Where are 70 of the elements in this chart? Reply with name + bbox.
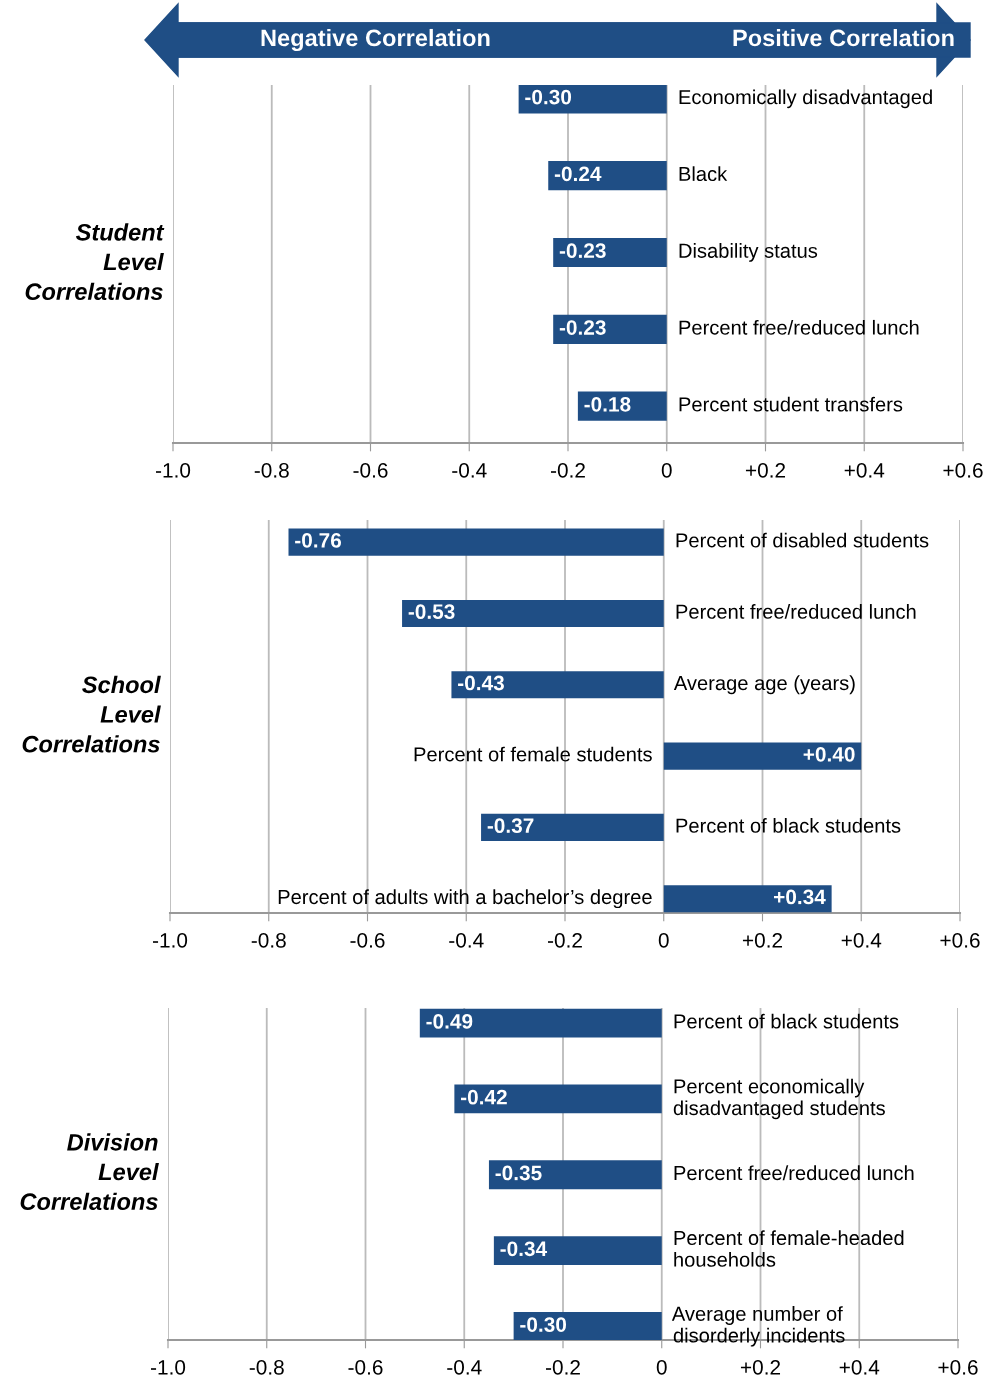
bar	[402, 599, 664, 627]
x-tick-label: -0.8	[249, 1359, 284, 1375]
x-tick-label: -0.6	[348, 1359, 383, 1375]
data-label: -0.18	[584, 396, 631, 412]
category-label: Average number of disorderly incidents	[671, 1306, 845, 1347]
category-label: Percent of female students	[414, 746, 652, 762]
x-tick-label: +0.6	[943, 462, 983, 478]
category-label: Percent of adults with a bachelor’s degree	[278, 889, 652, 909]
data-label: -0.43	[458, 675, 504, 691]
category-label: Percent economically disadvantaged students	[673, 1078, 885, 1120]
bar	[663, 742, 862, 770]
data-label: -0.49	[426, 1014, 473, 1029]
text: Positive Correlation	[733, 29, 954, 47]
category-label: Percent of disabled students	[676, 532, 929, 548]
category-label: Percent free/reduced lunch	[674, 1165, 914, 1181]
text: Student Level Correlations	[25, 223, 165, 301]
bar	[451, 671, 664, 699]
category-label: Percent of black students	[674, 1013, 899, 1029]
x-tick-label: +0.6	[938, 1359, 978, 1375]
x-tick-label: -1.0	[152, 932, 188, 948]
bar	[663, 885, 832, 913]
bar	[288, 528, 664, 556]
text: Negative Correlation	[261, 28, 490, 52]
category-label: Average age (years)	[673, 675, 855, 695]
data-label: -0.42	[460, 1089, 507, 1105]
data-label: -0.37	[487, 818, 534, 834]
category-label: Black	[679, 166, 728, 182]
x-tick-label: -0.2	[550, 462, 585, 478]
data-label: -0.23	[559, 243, 606, 259]
category-label: Percent of female-headed households	[674, 1230, 904, 1267]
x-tick-label: -0.4	[452, 462, 487, 478]
data-label: -0.30	[525, 89, 572, 105]
x-tick-label: -0.4	[447, 1359, 482, 1375]
category-label: Percent free/reduced lunch	[679, 319, 919, 335]
x-tick-label: +0.2	[742, 932, 783, 948]
data-label: -0.34	[500, 1241, 548, 1257]
data-label: -0.23	[559, 320, 606, 335]
x-tick-label: -0.4	[449, 932, 484, 948]
text: Division Level Correlations	[20, 1133, 159, 1211]
category-label: Economically disadvantaged	[679, 89, 932, 109]
data-label: +0.40	[803, 746, 855, 762]
x-tick-label: -0.2	[547, 932, 582, 948]
x-tick-label: -1.0	[150, 1359, 186, 1375]
x-tick-label: 0	[656, 1359, 667, 1375]
x-tick-label: -0.2	[545, 1359, 580, 1375]
x-tick-label: +0.4	[839, 1359, 880, 1375]
category-label: Percent free/reduced lunch	[676, 604, 916, 619]
data-label: -0.76	[295, 532, 342, 548]
x-tick-label: +0.2	[745, 462, 786, 478]
x-tick-label: -0.8	[251, 932, 286, 948]
x-tick-label: +0.2	[740, 1359, 781, 1375]
category-label: Percent student transfers	[679, 396, 903, 412]
x-tick-label: -0.6	[350, 932, 385, 948]
bar	[481, 813, 664, 841]
x-tick-label: -0.8	[254, 462, 289, 478]
x-tick-label: 0	[661, 462, 672, 478]
x-tick-label: +0.4	[841, 932, 882, 948]
data-label: -0.35	[495, 1165, 542, 1181]
x-tick-label: +0.6	[940, 932, 980, 948]
x-tick-label: 0	[658, 932, 669, 948]
text: School Level Correlations	[22, 675, 161, 753]
data-label: -0.30	[520, 1317, 567, 1332]
category-label: Disability status	[679, 243, 818, 262]
data-label: +0.34	[774, 889, 826, 905]
x-tick-label: -1.0	[155, 462, 191, 478]
data-label: -0.24	[554, 166, 602, 182]
x-tick-label: +0.4	[844, 462, 885, 478]
x-tick-label: -0.6	[353, 462, 388, 478]
data-label: -0.53	[408, 604, 455, 620]
category-label: Percent of black students	[676, 818, 901, 833]
